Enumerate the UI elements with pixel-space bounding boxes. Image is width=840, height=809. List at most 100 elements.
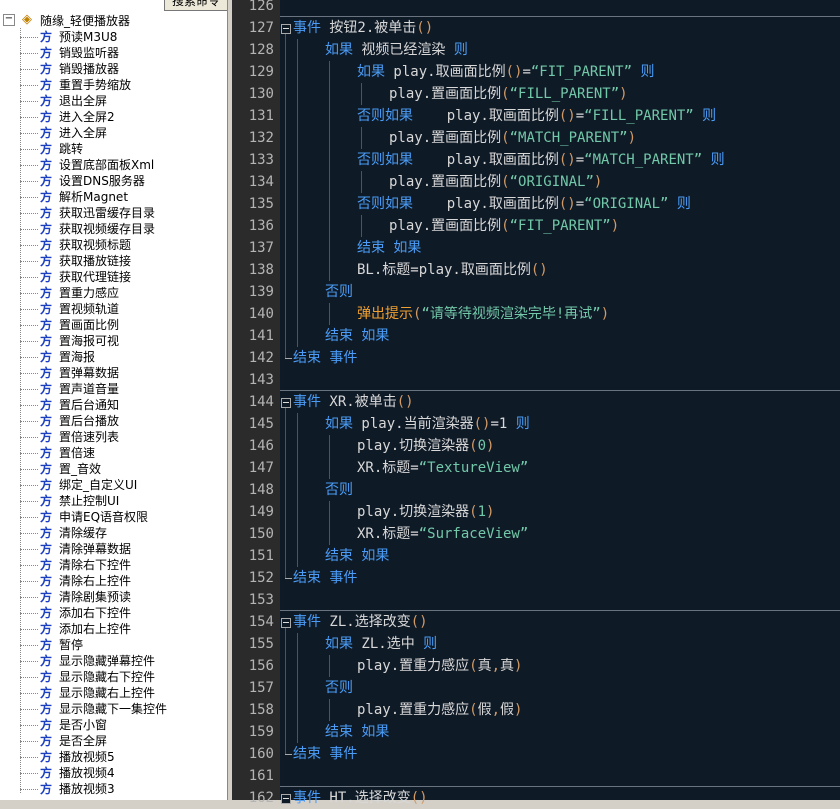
code-token: play.置画面比例 <box>389 174 502 190</box>
tree-item[interactable]: 方添加右上控件 <box>0 621 227 637</box>
tree-item[interactable]: 方是否小窗 <box>0 717 227 733</box>
code-token: play.取画面比例 <box>413 152 559 168</box>
tree-item[interactable]: 方置_音效 <box>0 461 227 477</box>
indent-guide <box>329 699 330 721</box>
search-button[interactable]: 搜索命令 <box>164 0 227 11</box>
tree-item[interactable]: 方播放视频3 <box>0 781 227 797</box>
tree-item[interactable]: 方销毁播放器 <box>0 61 227 77</box>
tree-connector <box>20 309 38 310</box>
tree-item[interactable]: 方播放视频4 <box>0 765 227 781</box>
tree-item[interactable]: 方置海报 <box>0 349 227 365</box>
method-name: 解析Magnet <box>59 190 129 204</box>
tree-item[interactable]: 方播放视频5 <box>0 749 227 765</box>
tree-item[interactable]: 方置重力感应 <box>0 285 227 301</box>
tree-item[interactable]: 方置弹幕数据 <box>0 365 227 381</box>
method-name: 置重力感应 <box>59 286 120 300</box>
tree-item[interactable]: 方清除剧集预读 <box>0 589 227 605</box>
indent-guide <box>329 215 330 237</box>
code-token: , <box>491 658 501 674</box>
indent-guide <box>297 655 298 677</box>
tree-item[interactable]: 方禁止控制UI <box>0 493 227 509</box>
tree-item[interactable]: 方获取视频标题 <box>0 237 227 253</box>
code-line: play.置画面比例(“MATCH_PARENT”) <box>389 127 636 149</box>
code-token: ) <box>619 86 628 102</box>
code-token: 视频已经渲染 <box>353 42 454 58</box>
tree-connector <box>20 181 38 182</box>
tree-item[interactable]: 方退出全屏 <box>0 93 227 109</box>
code-token: play.切换渲染器 <box>357 438 470 454</box>
line-number: 160 <box>248 746 274 762</box>
tree-item[interactable]: 方显示隐藏下一集控件 <box>0 701 227 717</box>
tree-item[interactable]: 方显示隐藏右上控件 <box>0 685 227 701</box>
tree-item[interactable]: 方显示隐藏右下控件 <box>0 669 227 685</box>
code-token: “FIT_PARENT” <box>509 218 611 234</box>
tree-item[interactable]: 方设置DNS服务器 <box>0 173 227 189</box>
tree-connector <box>20 565 38 566</box>
line-number: 158 <box>248 702 274 718</box>
tree-item[interactable]: 方解析Magnet <box>0 189 227 205</box>
method-icon: 方 <box>40 590 53 604</box>
tree-item[interactable]: 方置声道音量 <box>0 381 227 397</box>
code-line: 结束 如果 <box>325 721 389 743</box>
tree-item[interactable]: 方申请EQ语音权限 <box>0 509 227 525</box>
tree-item[interactable]: 方添加右下控件 <box>0 605 227 621</box>
tree-connector <box>20 117 38 118</box>
tree-item[interactable]: 方销毁监听器 <box>0 45 227 61</box>
line-number: 142 <box>248 350 274 366</box>
fold-marker[interactable] <box>281 794 291 804</box>
tree-item[interactable]: 方清除右下控件 <box>0 557 227 573</box>
code-token: 假 <box>477 702 492 718</box>
indent-guide <box>297 61 298 83</box>
tree-item[interactable]: 方清除右上控件 <box>0 573 227 589</box>
line-number: 146 <box>248 438 274 454</box>
tree-item[interactable]: 方置后台通知 <box>0 397 227 413</box>
tree-item[interactable]: 方置倍速列表 <box>0 429 227 445</box>
tree-item[interactable]: 方获取代理链接 <box>0 269 227 285</box>
tree-item[interactable]: 方清除弹幕数据 <box>0 541 227 557</box>
tree-item[interactable]: 方暂停 <box>0 637 227 653</box>
indent-guide <box>329 105 330 127</box>
line-number: 156 <box>248 658 274 674</box>
code-line: play.置画面比例(“FILL_PARENT”) <box>389 83 628 105</box>
indent-guide <box>329 171 330 193</box>
method-icon: 方 <box>40 462 53 476</box>
fold-marker[interactable] <box>281 618 291 628</box>
tree-item[interactable]: 方获取迅雷缓存目录 <box>0 205 227 221</box>
fold-marker[interactable] <box>281 398 291 408</box>
tree-item[interactable]: 方设置底部面板Xml <box>0 157 227 173</box>
method-name: 清除缓存 <box>59 526 108 540</box>
tree-item[interactable]: 方进入全屏2 <box>0 109 227 125</box>
tree-item[interactable]: 方获取播放链接 <box>0 253 227 269</box>
tree-item[interactable]: 方获取视频缓存目录 <box>0 221 227 237</box>
code-token: 按钮2.被单击 <box>321 20 417 36</box>
tree-item[interactable]: 方置海报可视 <box>0 333 227 349</box>
code-line: 如果 play.当前渲染器()=1 则 <box>325 413 530 435</box>
tree-item[interactable]: 方清除缓存 <box>0 525 227 541</box>
tree-item[interactable]: 方预读M3U8 <box>0 29 227 45</box>
method-icon: 方 <box>40 30 53 44</box>
fold-marker[interactable] <box>281 24 291 34</box>
tree-item[interactable]: 方置后台播放 <box>0 413 227 429</box>
method-icon: 方 <box>40 190 53 204</box>
tree-item[interactable]: 方置倍速 <box>0 445 227 461</box>
tree-item[interactable]: 方置画面比例 <box>0 317 227 333</box>
tree-item[interactable]: 方重置手势缩放 <box>0 77 227 93</box>
code-line: 如果 视频已经渲染 则 <box>325 39 468 61</box>
method-name: 置声道音量 <box>59 382 120 396</box>
method-name: 跳转 <box>59 142 84 156</box>
collapse-box[interactable]: − <box>3 13 15 26</box>
tree-item[interactable]: 方进入全屏 <box>0 125 227 141</box>
code-line: 否则如果 play.取画面比例()=“ORIGINAL” 则 <box>357 193 691 215</box>
tree-item[interactable]: 方置视频轨道 <box>0 301 227 317</box>
tree-connector <box>20 389 38 390</box>
root-node[interactable]: 随缘_轻便播放器 <box>40 14 131 28</box>
tree-item[interactable]: 方是否全屏 <box>0 733 227 749</box>
tree-item[interactable]: 方显示隐藏弹幕控件 <box>0 653 227 669</box>
code-token: 结束 事件 <box>293 350 358 366</box>
tree-item[interactable]: 方绑定_自定义UI <box>0 477 227 493</box>
tree-item[interactable]: 方跳转 <box>0 141 227 157</box>
method-icon: 方 <box>40 398 53 412</box>
code-line: play.置重力感应(真,真) <box>357 655 522 677</box>
indent-guide <box>297 545 298 567</box>
